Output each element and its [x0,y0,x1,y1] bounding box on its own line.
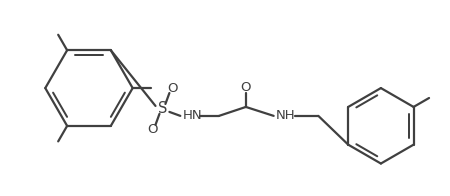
Text: O: O [147,123,158,136]
Text: HN: HN [182,109,202,122]
Text: O: O [241,81,251,93]
Text: O: O [167,82,178,95]
Text: NH: NH [276,109,295,122]
Text: S: S [158,101,167,116]
